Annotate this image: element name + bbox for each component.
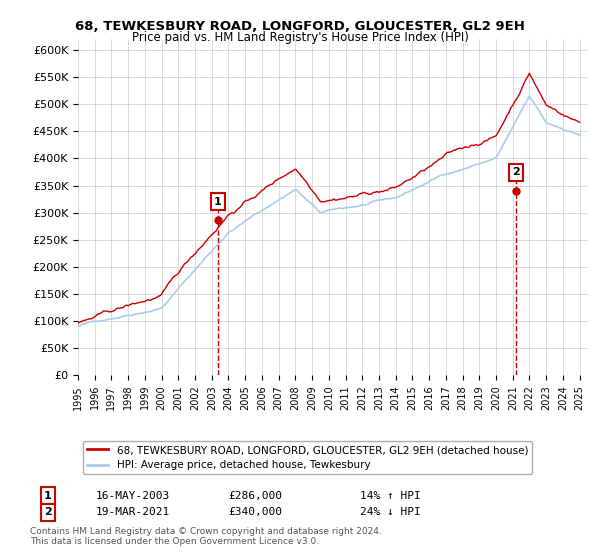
Legend: 68, TEWKESBURY ROAD, LONGFORD, GLOUCESTER, GL2 9EH (detached house), HPI: Averag: 68, TEWKESBURY ROAD, LONGFORD, GLOUCESTE… <box>83 441 532 474</box>
Text: 2: 2 <box>44 507 52 517</box>
Text: 14% ↑ HPI: 14% ↑ HPI <box>360 491 421 501</box>
Text: 16-MAY-2003: 16-MAY-2003 <box>96 491 170 501</box>
Text: £286,000: £286,000 <box>228 491 282 501</box>
Text: 68, TEWKESBURY ROAD, LONGFORD, GLOUCESTER, GL2 9EH: 68, TEWKESBURY ROAD, LONGFORD, GLOUCESTE… <box>75 20 525 32</box>
Text: £340,000: £340,000 <box>228 507 282 517</box>
Text: Price paid vs. HM Land Registry's House Price Index (HPI): Price paid vs. HM Land Registry's House … <box>131 31 469 44</box>
Text: 2: 2 <box>512 167 520 178</box>
Text: 1: 1 <box>214 197 222 207</box>
Text: 19-MAR-2021: 19-MAR-2021 <box>96 507 170 517</box>
Text: Contains HM Land Registry data © Crown copyright and database right 2024.
This d: Contains HM Land Registry data © Crown c… <box>30 526 382 546</box>
Text: 1: 1 <box>44 491 52 501</box>
Text: 24% ↓ HPI: 24% ↓ HPI <box>360 507 421 517</box>
